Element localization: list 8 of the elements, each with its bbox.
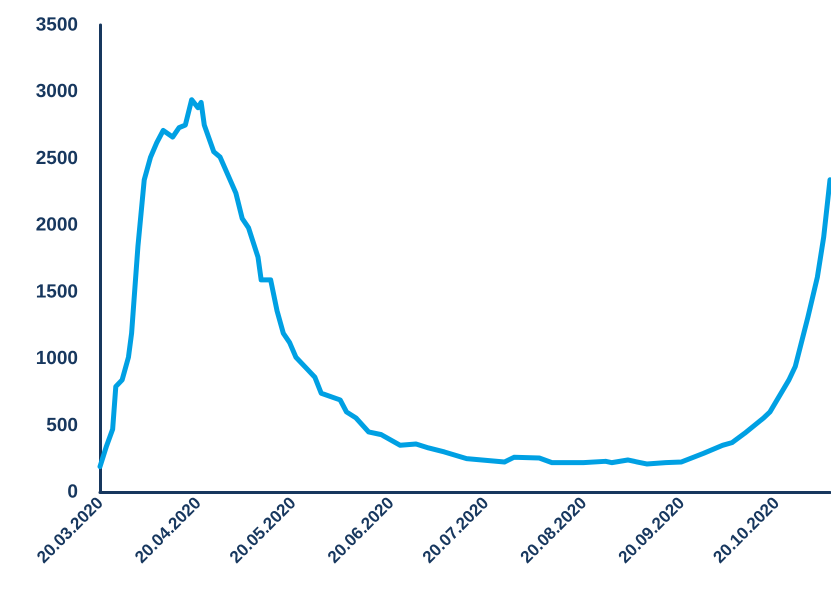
y-tick-label: 3000 <box>36 81 78 102</box>
y-tick-label: 1000 <box>36 348 78 370</box>
y-tick-label: 3500 <box>36 14 78 36</box>
y-tick-label: 500 <box>46 414 78 436</box>
y-tick-label: 2500 <box>36 148 78 169</box>
y-tick-label: 1500 <box>36 281 78 302</box>
y-tick-label: 2000 <box>36 214 78 236</box>
y-tick-label: 0 <box>67 482 78 502</box>
